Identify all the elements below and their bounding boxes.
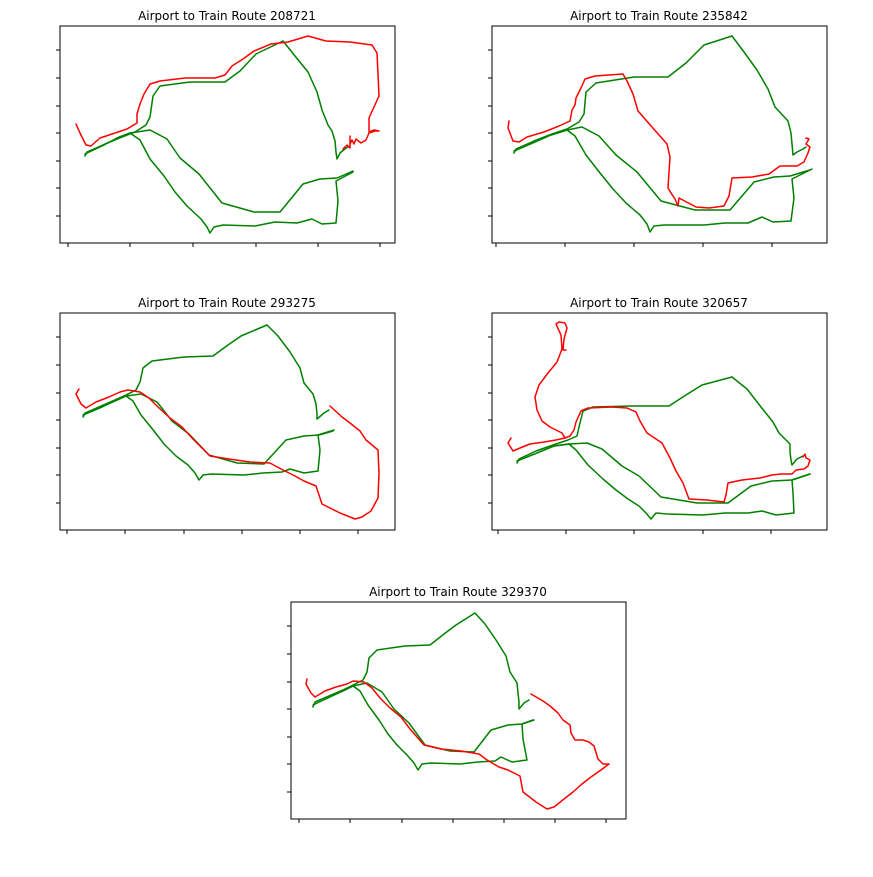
network-line-west-loop bbox=[516, 376, 733, 464]
route-line bbox=[507, 406, 811, 503]
network-line-south-loop bbox=[342, 685, 535, 771]
plot-area bbox=[56, 312, 396, 534]
network-line-east-branch bbox=[731, 376, 806, 466]
panel-title: Airport to Train Route 293275 bbox=[138, 296, 316, 310]
route-line bbox=[75, 35, 380, 150]
plot-area bbox=[56, 25, 396, 247]
green-network bbox=[84, 40, 354, 234]
panel-235842: Airport to Train Route 235842 bbox=[488, 9, 828, 247]
panel-293275: Airport to Train Route 293275 bbox=[56, 296, 396, 534]
route-line bbox=[75, 388, 380, 520]
axis-ticks bbox=[56, 336, 359, 534]
panel-title: Airport to Train Route 329370 bbox=[369, 585, 547, 599]
axes-frame bbox=[290, 601, 627, 820]
green-network bbox=[516, 376, 811, 520]
network-line-east-branch bbox=[474, 612, 530, 710]
green-network bbox=[513, 35, 813, 233]
axis-ticks bbox=[56, 49, 381, 247]
network-line-east-branch bbox=[282, 40, 351, 160]
network-line-east-branch bbox=[731, 35, 807, 156]
axis-ticks bbox=[488, 336, 772, 534]
network-line-south-loop bbox=[114, 395, 335, 481]
plot-area bbox=[488, 312, 828, 534]
axes-frame bbox=[59, 25, 396, 244]
network-line-west-loop bbox=[82, 324, 268, 418]
plot-area bbox=[287, 601, 627, 823]
panel-208721: Airport to Train Route 208721 bbox=[56, 9, 396, 247]
axes-frame bbox=[491, 25, 828, 244]
network-line-west-loop bbox=[312, 612, 476, 708]
axis-ticks bbox=[488, 49, 773, 247]
panel-320657: Airport to Train Route 320657 bbox=[488, 296, 828, 534]
route-line bbox=[305, 678, 610, 810]
network-line-south-loop bbox=[116, 132, 354, 234]
network-line-west-loop bbox=[513, 35, 733, 154]
network-line-south-loop bbox=[553, 443, 811, 520]
axis-ticks bbox=[287, 625, 607, 823]
axes-frame bbox=[59, 312, 396, 531]
green-network bbox=[312, 612, 535, 771]
axes-frame bbox=[491, 312, 828, 531]
panel-title: Airport to Train Route 208721 bbox=[138, 9, 316, 23]
panel-title: Airport to Train Route 235842 bbox=[570, 9, 748, 23]
panel-329370: Airport to Train Route 329370 bbox=[287, 585, 627, 823]
route-line-north-spur bbox=[534, 321, 568, 439]
route-line bbox=[507, 73, 811, 209]
network-line-south-loop bbox=[550, 129, 813, 233]
network-line-east-branch bbox=[266, 324, 330, 420]
plot-area bbox=[488, 25, 828, 247]
panel-title: Airport to Train Route 320657 bbox=[570, 296, 748, 310]
